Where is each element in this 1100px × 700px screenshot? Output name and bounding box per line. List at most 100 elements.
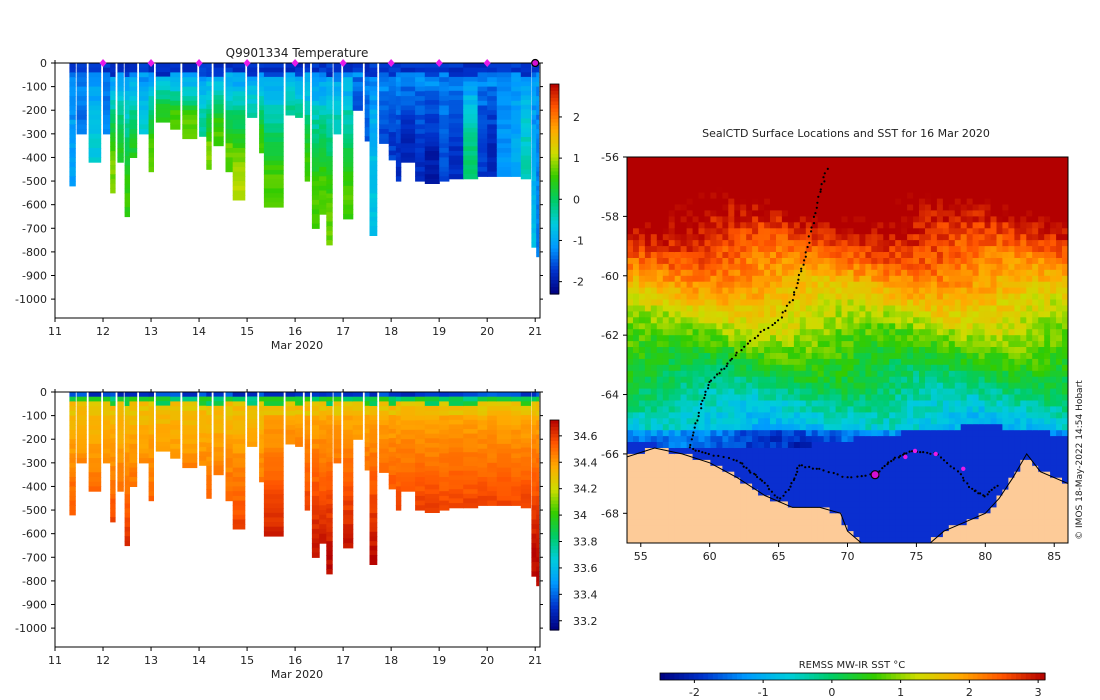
sst-cell bbox=[633, 465, 640, 473]
sst-cell bbox=[680, 269, 688, 277]
sst-cell bbox=[787, 311, 795, 318]
sst-cell bbox=[752, 489, 759, 497]
sst-cell bbox=[650, 269, 658, 277]
sst-cell bbox=[674, 329, 682, 336]
profile-cell bbox=[326, 392, 333, 398]
profile-cell bbox=[424, 160, 440, 166]
profile-cell bbox=[259, 114, 265, 121]
profile-cell bbox=[536, 458, 540, 464]
sst-cell bbox=[835, 317, 843, 324]
profile-cell bbox=[117, 420, 124, 426]
sst-cell bbox=[680, 252, 688, 259]
sst-cell bbox=[704, 513, 712, 520]
profile-cell bbox=[477, 129, 488, 135]
sst-cell bbox=[770, 299, 777, 307]
sst-cell bbox=[793, 329, 801, 336]
profile-cell bbox=[536, 528, 540, 535]
sst-cell bbox=[734, 513, 741, 520]
sst-cell bbox=[734, 353, 741, 360]
sst-cell bbox=[823, 275, 831, 283]
sst-cell bbox=[787, 370, 795, 378]
sst-cell bbox=[680, 400, 688, 408]
colorbar-segment bbox=[550, 427, 559, 432]
sst-cell bbox=[793, 364, 801, 372]
sst-cell bbox=[686, 252, 694, 259]
profile-cell bbox=[326, 146, 333, 153]
sst-cell bbox=[680, 305, 688, 313]
profile-cell bbox=[232, 420, 246, 426]
profile-cell bbox=[76, 443, 87, 450]
profile-cell bbox=[206, 392, 212, 398]
profile-cell bbox=[311, 514, 320, 521]
sst-cell bbox=[752, 287, 759, 295]
sst-cell bbox=[776, 293, 783, 301]
profile-cell bbox=[319, 72, 327, 78]
sst-cell bbox=[776, 388, 783, 396]
sst-cell bbox=[740, 436, 747, 443]
profile-cell bbox=[531, 233, 537, 239]
profile-cell bbox=[232, 410, 246, 417]
sst-cell bbox=[680, 483, 688, 491]
profile-cell bbox=[124, 406, 130, 412]
sst-cell bbox=[847, 305, 855, 313]
profile-cell bbox=[520, 100, 531, 106]
sst-cell bbox=[817, 537, 825, 543]
sst-cell bbox=[638, 246, 646, 253]
sst-cell bbox=[633, 430, 640, 437]
profile-cell bbox=[295, 108, 303, 114]
profile-cell bbox=[259, 467, 265, 473]
x-tick-label: 17 bbox=[336, 654, 350, 667]
sst-cell bbox=[841, 465, 849, 473]
sst-cell bbox=[644, 507, 652, 514]
profile-cell bbox=[263, 438, 284, 444]
sst-cell bbox=[746, 537, 753, 543]
profile-cell bbox=[304, 176, 311, 182]
sst-cell bbox=[847, 513, 855, 520]
profile-cell bbox=[395, 176, 402, 182]
sst-cell bbox=[811, 477, 819, 485]
sst-cell bbox=[746, 275, 753, 283]
profile-cell bbox=[110, 67, 116, 73]
profile-cell bbox=[424, 72, 440, 78]
profile-cell bbox=[536, 571, 540, 577]
sst-cell bbox=[746, 424, 753, 431]
profile-cell bbox=[424, 392, 440, 398]
profile-cell bbox=[463, 160, 479, 166]
x-tick-label: 12 bbox=[96, 654, 110, 667]
profile-cell bbox=[124, 67, 130, 73]
sst-cell bbox=[674, 525, 682, 532]
sst-cell bbox=[764, 501, 771, 508]
profile-cell bbox=[395, 81, 402, 88]
sst-cell bbox=[764, 453, 771, 461]
profile-cell bbox=[103, 392, 111, 398]
profile-cell bbox=[103, 67, 111, 73]
profile-cell bbox=[520, 447, 531, 453]
sst-cell bbox=[650, 281, 658, 289]
profile-cell bbox=[439, 67, 450, 73]
profile-cell bbox=[531, 91, 537, 97]
sst-cell bbox=[716, 293, 724, 301]
profile-cell bbox=[88, 467, 102, 473]
profile-cell bbox=[232, 524, 246, 530]
sst-cell bbox=[776, 275, 783, 283]
sst-cell bbox=[776, 507, 783, 514]
sst-cell bbox=[841, 293, 849, 301]
profile-cell bbox=[364, 447, 371, 453]
sst-cell bbox=[752, 537, 759, 543]
profile-cell bbox=[531, 410, 537, 417]
sst-cell bbox=[752, 246, 759, 253]
sst-cell bbox=[674, 275, 682, 283]
sst-cell bbox=[680, 525, 688, 532]
profile-cell bbox=[520, 442, 531, 449]
profile-cell bbox=[148, 443, 154, 450]
profile-cell bbox=[531, 114, 537, 121]
sst-cell bbox=[716, 537, 724, 543]
sst-cell bbox=[829, 341, 837, 348]
sst-cell bbox=[823, 370, 831, 378]
sst-cell bbox=[728, 376, 735, 384]
sst-cell bbox=[644, 258, 652, 265]
profile-cell bbox=[477, 138, 488, 144]
profile-cell bbox=[148, 77, 154, 83]
profile-cell bbox=[369, 531, 378, 538]
profile-cell bbox=[110, 118, 116, 124]
